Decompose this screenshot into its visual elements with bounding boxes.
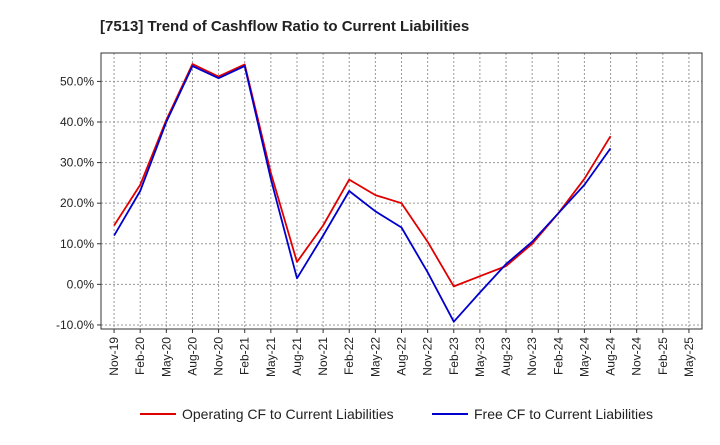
x-tick-label: May-24 (577, 337, 591, 377)
x-tick-label: Feb-21 (238, 337, 252, 375)
x-tick-label: Nov-20 (212, 337, 226, 376)
x-tick-label: Aug-20 (185, 337, 199, 376)
series-lines (113, 63, 612, 323)
x-tick-label: Aug-24 (604, 337, 618, 376)
x-tick-label: Nov-19 (107, 337, 121, 376)
legend: Operating CF to Current Liabilities Free… (140, 406, 653, 422)
legend-item-operating-cf: Operating CF to Current Liabilities (140, 406, 394, 422)
x-tick-label: May-25 (682, 337, 696, 377)
x-tick-label: May-20 (159, 337, 173, 377)
y-tick-label: 10.0% (60, 237, 94, 251)
x-tick-label: Nov-21 (316, 337, 330, 376)
x-tick-label: Nov-22 (421, 337, 435, 376)
chart-title: [7513] Trend of Cashflow Ratio to Curren… (100, 18, 469, 35)
grid-lines (101, 53, 702, 329)
y-tick-label: -10.0% (56, 318, 94, 332)
y-axis: -10.0% 0.0% 10.0% 20.0% 30.0% 40.0% 50.0% (56, 74, 101, 332)
x-tick-label: May-21 (264, 337, 278, 377)
y-tick-label: 40.0% (60, 115, 94, 129)
x-tick-label: Feb-20 (133, 337, 147, 375)
x-tick-label: Aug-23 (499, 337, 513, 376)
x-tick-label: Feb-25 (656, 337, 670, 375)
series-line-0 (113, 63, 612, 288)
y-tick-label: 50.0% (60, 74, 94, 88)
legend-item-free-cf: Free CF to Current Liabilities (432, 406, 653, 422)
x-tick-label: May-23 (473, 337, 487, 377)
series-line-1 (113, 65, 612, 323)
x-tick-label: May-22 (368, 337, 382, 377)
legend-label-operating-cf: Operating CF to Current Liabilities (182, 406, 394, 422)
x-tick-label: Nov-23 (525, 337, 539, 376)
y-tick-label: 0.0% (67, 277, 95, 291)
x-axis: Nov-19 Feb-20 May-20 Aug-20 Nov-20 Feb-21 May-… (107, 329, 696, 377)
y-tick-label: 20.0% (60, 196, 94, 210)
x-tick-label: Feb-22 (342, 337, 356, 375)
y-tick-label: 30.0% (60, 156, 94, 170)
x-tick-label: Feb-23 (447, 337, 461, 375)
x-tick-label: Feb-24 (551, 337, 565, 375)
legend-label-free-cf: Free CF to Current Liabilities (474, 406, 653, 422)
x-tick-label: Aug-21 (290, 337, 304, 376)
x-tick-label: Nov-24 (630, 337, 644, 376)
x-tick-label: Aug-22 (395, 337, 409, 376)
